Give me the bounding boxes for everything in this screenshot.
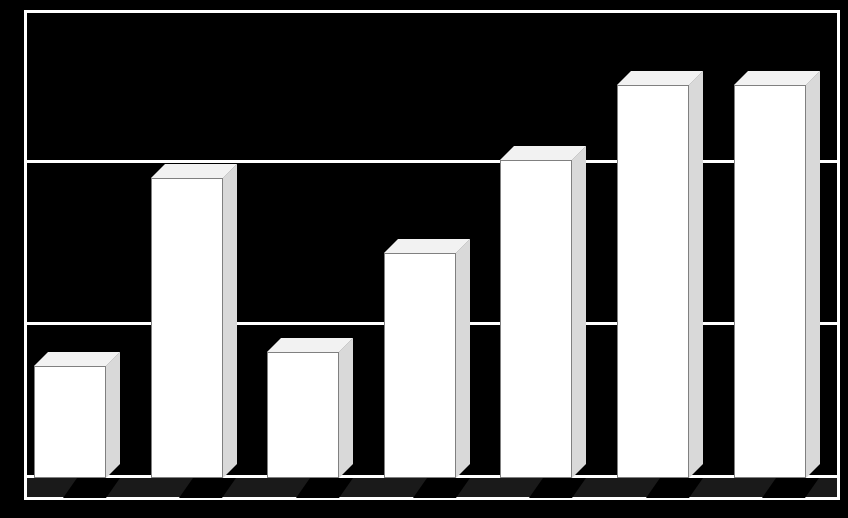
bar-front: [267, 352, 339, 478]
bar-front: [500, 160, 572, 478]
bar-side: [456, 239, 470, 478]
bar-side: [223, 164, 237, 478]
bar: [384, 239, 470, 500]
bar-front: [34, 366, 106, 478]
bar-shadow: [646, 478, 703, 498]
bar-side: [689, 71, 703, 478]
bar-shadow: [179, 478, 236, 498]
bar-shadow: [529, 478, 586, 498]
plot-area: [24, 10, 840, 500]
bar: [500, 146, 586, 500]
bar: [734, 71, 820, 500]
bar-top: [734, 71, 820, 85]
bar-side: [572, 146, 586, 478]
bar: [151, 164, 237, 500]
left-axis: [24, 10, 27, 500]
gridline: [24, 160, 840, 163]
bar-chart: [0, 0, 848, 518]
bar-top: [151, 164, 237, 178]
bar-side: [806, 71, 820, 478]
bar-top: [617, 71, 703, 85]
bar: [34, 352, 120, 500]
bar-front: [734, 85, 806, 478]
bar: [267, 338, 353, 500]
bar-shadow: [413, 478, 470, 498]
bar: [617, 71, 703, 500]
bar-top: [384, 239, 470, 253]
bar-top: [34, 352, 120, 366]
right-axis: [837, 10, 840, 500]
bar-front: [384, 253, 456, 478]
bar-front: [617, 85, 689, 478]
bar-front: [151, 178, 223, 478]
bar-shadow: [296, 478, 353, 498]
bar-top: [500, 146, 586, 160]
bar-shadow: [63, 478, 120, 498]
bar-shadow: [762, 478, 819, 498]
bar-top: [267, 338, 353, 352]
bar-side: [106, 352, 120, 478]
bar-side: [339, 338, 353, 478]
gridline: [24, 10, 840, 13]
